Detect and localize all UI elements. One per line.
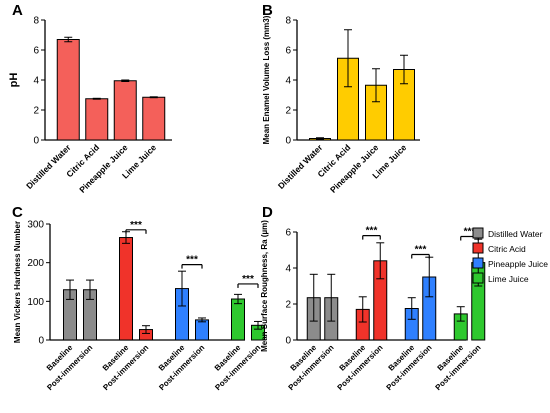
y-tick-label: 8 xyxy=(33,16,39,27)
y-tick-label: 6 xyxy=(285,46,291,57)
panel-letter: B xyxy=(262,2,273,19)
bar xyxy=(195,319,209,341)
x-tick-label: Distilled Water xyxy=(24,142,73,191)
significance-label: *** xyxy=(415,245,427,256)
y-tick-label: 4 xyxy=(285,76,291,87)
legend-swatch xyxy=(472,242,484,254)
legend: Distilled Water Citric Acid Pineapple Juic… xyxy=(472,227,548,284)
bar xyxy=(85,98,109,141)
y-axis-label: Mean Enamel Volume Loss (mm3) xyxy=(262,15,271,144)
legend-label: Pineapple Juice xyxy=(488,259,548,269)
legend-swatch xyxy=(472,227,484,239)
significance-label: *** xyxy=(186,255,198,266)
y-tick-label: 8 xyxy=(285,16,291,27)
x-tick-label: Pineapple Juice xyxy=(328,142,381,195)
legend-swatch xyxy=(472,272,484,284)
y-tick-label: 0 xyxy=(38,336,44,347)
significance-label: *** xyxy=(130,220,142,231)
y-axis-label: pH xyxy=(8,73,20,88)
bar xyxy=(113,80,137,141)
y-axis-label: Mean Vickers Hardness Number xyxy=(13,221,22,343)
legend-label: Distilled Water xyxy=(488,229,543,239)
y-tick-label: 0 xyxy=(285,336,291,347)
y-tick-label: 2 xyxy=(285,300,291,311)
x-tick-label: Distilled Water xyxy=(276,142,325,191)
panel-letter: D xyxy=(262,204,273,221)
significance-label: *** xyxy=(242,274,254,285)
y-tick-label: 2 xyxy=(33,106,39,117)
bar xyxy=(56,39,80,141)
panel-letter: C xyxy=(12,204,23,221)
bar xyxy=(119,237,133,341)
legend-label: Lime Juice xyxy=(488,274,529,284)
y-tick-label: 200 xyxy=(27,258,44,269)
panel-B: B 0 2 4 6 8 Mean Enamel Volume Loss (mm3) Disti… xyxy=(262,2,420,195)
y-tick-label: 0 xyxy=(33,136,39,147)
y-tick-label: 4 xyxy=(285,264,291,275)
y-tick-label: 0 xyxy=(285,136,291,147)
y-tick-label: 6 xyxy=(33,46,39,57)
legend-label: Citric Acid xyxy=(488,244,526,254)
y-tick-label: 4 xyxy=(33,76,39,87)
panel-letter: A xyxy=(12,2,23,19)
y-tick-label: 100 xyxy=(27,297,44,308)
significance-label: *** xyxy=(464,227,476,238)
y-tick-label: 2 xyxy=(285,106,291,117)
bar xyxy=(231,298,245,341)
significance-label: *** xyxy=(366,226,378,237)
bar xyxy=(142,96,166,141)
y-axis-label: Mean Surface Roughness, Ra (µm) xyxy=(260,220,269,352)
legend-swatch xyxy=(472,257,484,269)
y-tick-label: 300 xyxy=(27,220,44,231)
y-tick-label: 6 xyxy=(285,228,291,239)
